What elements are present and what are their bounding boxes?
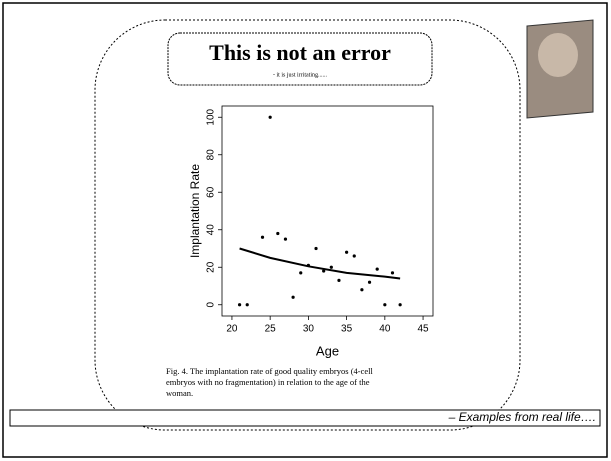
slide: This is not an error - it is just irrita…: [0, 0, 611, 461]
y-tick-label: 60: [206, 186, 217, 198]
caption-line: embryos with no fragmentation) in relati…: [166, 377, 370, 387]
y-tick-label: 0: [206, 302, 217, 308]
photo-face: [538, 33, 578, 77]
point: [314, 247, 317, 250]
point: [383, 303, 386, 306]
caption-line: woman.: [166, 388, 193, 398]
point: [291, 296, 294, 299]
point: [276, 232, 279, 235]
title: This is not an error: [209, 40, 391, 65]
point: [337, 279, 340, 282]
point: [345, 251, 348, 254]
point: [360, 288, 363, 291]
point: [330, 266, 333, 269]
point: [238, 303, 241, 306]
point: [368, 281, 371, 284]
point: [391, 271, 394, 274]
point: [284, 238, 287, 241]
x-tick-label: 30: [303, 324, 315, 335]
y-axis-label: Implantation Rate: [188, 164, 202, 258]
point: [376, 268, 379, 271]
point: [269, 116, 272, 119]
point: [246, 303, 249, 306]
y-tick-label: 40: [206, 224, 217, 236]
subtitle: - it is just irritating......: [273, 72, 327, 78]
x-tick-label: 25: [265, 324, 277, 335]
x-tick-label: 40: [379, 324, 391, 335]
y-tick-label: 80: [206, 149, 217, 161]
x-axis-label: Age: [316, 343, 339, 358]
x-tick-label: 35: [341, 324, 353, 335]
caption-line: Fig. 4. The implantation rate of good qu…: [166, 366, 374, 376]
point: [261, 236, 264, 239]
point: [299, 271, 302, 274]
footer: – Examples from real life….: [448, 410, 596, 424]
y-tick-label: 100: [206, 108, 217, 125]
y-tick-label: 20: [206, 261, 217, 273]
point: [353, 254, 356, 257]
x-tick-label: 20: [226, 324, 238, 335]
point: [399, 303, 402, 306]
x-tick-label: 45: [417, 324, 429, 335]
